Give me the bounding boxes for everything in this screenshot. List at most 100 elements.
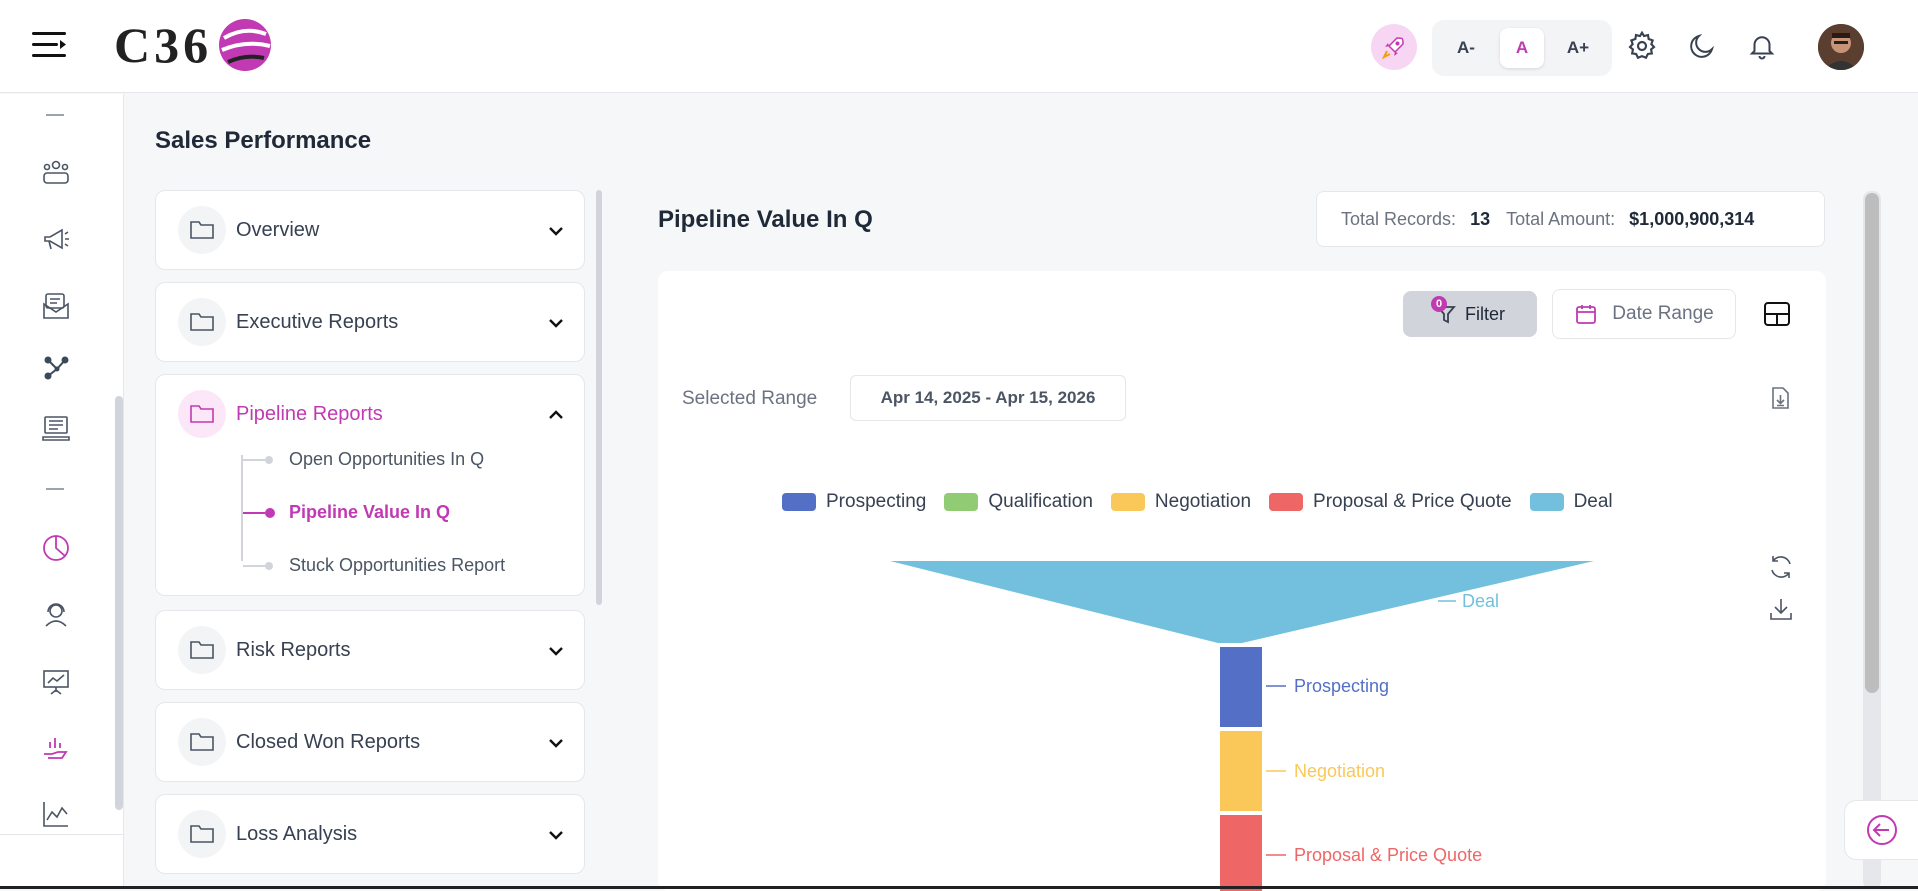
accordion-label: Closed Won Reports <box>236 731 421 753</box>
legend-item[interactable]: Proposal & Price Quote <box>1269 491 1512 513</box>
funnel-segment-deal[interactable] <box>890 561 1594 643</box>
submenu-item-pipeline-value[interactable]: Pipeline Value In Q <box>156 498 584 528</box>
accordion-section-loss-analysis[interactable]: Loss Analysis <box>155 794 585 874</box>
chevron-down-icon[interactable] <box>546 825 566 845</box>
accordion-section-executive-reports[interactable]: Executive Reports <box>155 282 585 362</box>
chevron-down-icon[interactable] <box>546 313 566 333</box>
font-default-button[interactable]: A <box>1500 28 1544 68</box>
legend-item[interactable]: Negotiation <box>1110 491 1252 513</box>
submenu-dot <box>265 456 273 464</box>
filter-button-label: Filter <box>1465 303 1505 324</box>
accordion-label: Executive Reports <box>236 311 399 333</box>
main-scrollbar-thumb[interactable] <box>1865 193 1879 693</box>
submenu-item-stuck-opportunities[interactable]: Stuck Opportunities Report <box>156 551 584 581</box>
rail-divider <box>46 114 64 116</box>
funnel-label-negotiation: Negotiation <box>1294 761 1385 781</box>
funnel-label-proposal: Proposal & Price Quote <box>1294 845 1482 865</box>
pie-chart-icon[interactable] <box>38 530 74 566</box>
chevron-down-icon[interactable] <box>546 733 566 753</box>
total-records-value: 13 <box>1470 208 1491 229</box>
chevron-down-icon[interactable] <box>546 641 566 661</box>
legend-swatch <box>1269 493 1304 511</box>
font-decrease-button[interactable]: A- <box>1457 38 1475 57</box>
funnel-segment-negotiation[interactable] <box>1220 731 1262 811</box>
report-totals: Total Records: 13 Total Amount: $1,000,9… <box>1316 191 1825 247</box>
funnel-label-deal: Deal <box>1462 591 1499 611</box>
total-amount-value: $1,000,900,314 <box>1629 208 1755 229</box>
accordion-section-risk-reports[interactable]: Risk Reports <box>155 610 585 690</box>
submenu-label: Open Opportunities In Q <box>289 449 485 469</box>
submenu-connector <box>243 512 265 514</box>
legend-item[interactable]: Prospecting <box>782 491 926 513</box>
left-nav-rail <box>0 94 124 889</box>
users-group-icon[interactable] <box>38 154 74 190</box>
refresh-icon[interactable] <box>1767 553 1795 581</box>
folder-icon <box>178 390 226 438</box>
accordion-label: Overview <box>236 219 320 241</box>
logo-globe-icon <box>219 19 272 71</box>
megaphone-icon[interactable] <box>38 222 74 258</box>
accordion-header[interactable]: Closed Won Reports <box>156 703 584 781</box>
export-file-icon[interactable] <box>1767 385 1793 411</box>
rail-scrollbar[interactable] <box>115 396 123 810</box>
total-amount-label: Total Amount: <box>1506 208 1616 229</box>
submenu-tree-line <box>241 455 243 561</box>
chevron-up-icon[interactable] <box>546 405 566 425</box>
accordion-section-pipeline-reports[interactable]: Pipeline Reports Open Opportunities In Q… <box>155 374 585 596</box>
accordion-header[interactable]: Risk Reports <box>156 611 584 689</box>
calendar-icon <box>1576 305 1597 324</box>
rocket-icon[interactable] <box>1371 24 1417 70</box>
accordion-section-closed-won-reports[interactable]: Closed Won Reports <box>155 702 585 782</box>
accordion-header[interactable]: Overview <box>156 191 584 269</box>
rail-divider <box>46 488 64 490</box>
hand-chart-icon[interactable] <box>38 730 74 766</box>
funnel-segment-prospecting[interactable] <box>1220 647 1262 727</box>
legend-item[interactable]: Qualification <box>944 491 1093 513</box>
accordion-header[interactable]: Executive Reports <box>156 283 584 361</box>
font-increase-button[interactable]: A+ <box>1566 38 1590 57</box>
download-icon[interactable] <box>1767 595 1795 623</box>
funnel-segment-proposal[interactable] <box>1220 815 1262 891</box>
accordion-label: Loss Analysis <box>236 823 358 845</box>
accordion-header[interactable]: Loss Analysis <box>156 795 584 873</box>
accordion-section-overview[interactable]: Overview <box>155 190 585 270</box>
gear-icon[interactable] <box>1624 28 1660 64</box>
folder-icon <box>178 206 226 254</box>
legend-label: Qualification <box>988 491 1093 512</box>
legend-label: Prospecting <box>826 491 927 512</box>
page-title: Sales Performance <box>155 127 372 154</box>
top-bar: C36 A- A A+ <box>0 0 1918 93</box>
chart-legend: Prospecting Qualification Negotiation Pr… <box>782 491 1631 513</box>
app-logo[interactable]: C36 <box>114 10 274 80</box>
filter-icon: 0 <box>1431 296 1457 326</box>
user-avatar[interactable] <box>1818 24 1864 70</box>
submenu-connector <box>243 565 265 567</box>
date-range-label: Date Range <box>1612 303 1714 324</box>
report-panel: 0 Filter Date Range Selected Range Apr 1… <box>658 271 1826 891</box>
menu-toggle-icon[interactable] <box>32 30 68 60</box>
filter-button[interactable]: 0 Filter <box>1403 291 1537 337</box>
selected-range-value: Apr 14, 2025 - Apr 15, 2026 <box>850 375 1126 421</box>
line-chart-icon[interactable] <box>38 796 74 832</box>
chevron-down-icon[interactable] <box>546 221 566 241</box>
accordion-scrollbar[interactable] <box>596 190 602 605</box>
legend-label: Negotiation <box>1154 491 1252 512</box>
legend-item[interactable]: Deal <box>1529 491 1613 513</box>
legend-swatch <box>1529 493 1564 511</box>
presentation-chart-icon[interactable] <box>38 664 74 700</box>
mail-list-icon[interactable] <box>38 288 74 324</box>
table-view-icon[interactable] <box>1762 299 1792 329</box>
filter-count-badge: 0 <box>1431 296 1447 312</box>
notification-bell-icon[interactable] <box>1744 28 1780 64</box>
submenu-item-open-opportunities[interactable]: Open Opportunities In Q <box>156 445 584 475</box>
dark-mode-moon-icon[interactable] <box>1684 28 1720 64</box>
submenu-label: Pipeline Value In Q <box>289 502 451 522</box>
accordion-header[interactable]: Pipeline Reports <box>156 375 584 453</box>
folder-icon <box>178 626 226 674</box>
collapse-back-button[interactable] <box>1844 800 1918 860</box>
workflow-nodes-icon[interactable] <box>38 350 74 386</box>
submenu-dot <box>265 508 275 518</box>
support-agent-icon[interactable] <box>38 596 74 632</box>
date-range-button[interactable]: Date Range <box>1552 289 1736 339</box>
monitor-report-icon[interactable] <box>38 410 74 446</box>
